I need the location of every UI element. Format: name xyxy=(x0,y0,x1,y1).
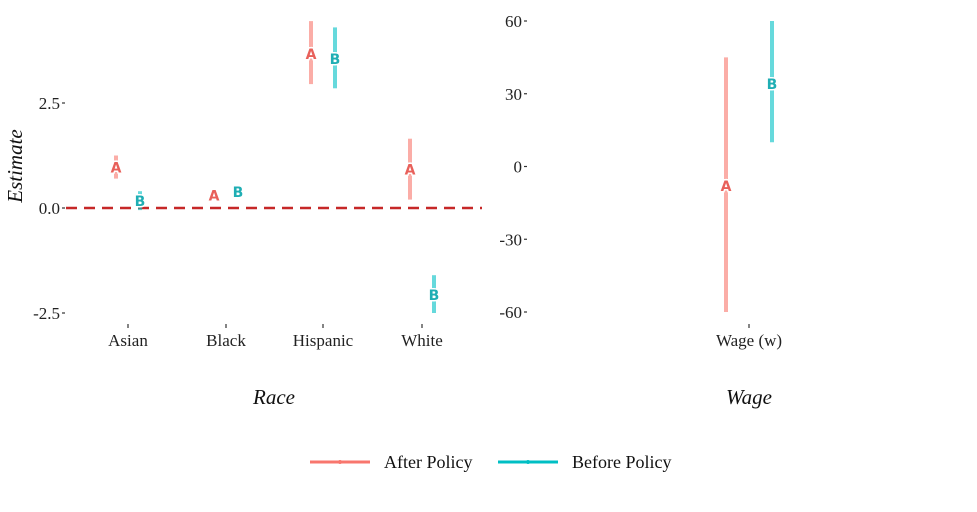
x-tick-label: Wage (w) xyxy=(716,331,782,350)
x-axis-title: Race xyxy=(252,385,295,409)
legend-label-before: Before Policy xyxy=(572,452,671,472)
x-tick-label: Black xyxy=(206,331,246,350)
point-label-before: B xyxy=(767,77,778,93)
y-tick-label: 0.0 xyxy=(39,199,60,218)
x-tick-label: White xyxy=(401,331,443,350)
point-label-before: B xyxy=(233,185,244,201)
panel-wage: -60 -30 0 30 60 Wage (w) A B Wage xyxy=(499,12,782,409)
point-label-before: B xyxy=(429,288,440,304)
y-tick-label: 60 xyxy=(505,12,522,31)
point-label-before: B xyxy=(135,194,146,210)
point-label-after: A xyxy=(306,47,317,63)
point-label-after: A xyxy=(111,160,122,176)
x-axis-title: Wage xyxy=(726,385,772,409)
legend-label-after: After Policy xyxy=(384,452,472,472)
y-tick-label: -60 xyxy=(499,303,522,322)
y-tick-label: 2.5 xyxy=(39,94,60,113)
y-tick-label: 0 xyxy=(514,158,523,177)
legend-point-after xyxy=(338,460,342,464)
legend-point-before xyxy=(526,460,530,464)
legend: After Policy Before Policy xyxy=(310,452,671,472)
x-tick-label: Hispanic xyxy=(293,331,354,350)
point-label-before: B xyxy=(330,52,341,68)
point-label-after: A xyxy=(721,179,732,195)
x-tick-label: Asian xyxy=(108,331,148,350)
point-label-after: A xyxy=(405,162,416,178)
y-tick-label: -2.5 xyxy=(33,304,60,323)
y-tick-label: 30 xyxy=(505,85,522,104)
y-tick-label: -30 xyxy=(499,230,522,249)
point-label-after: A xyxy=(209,188,220,204)
y-axis-title: Estimate xyxy=(3,129,27,204)
